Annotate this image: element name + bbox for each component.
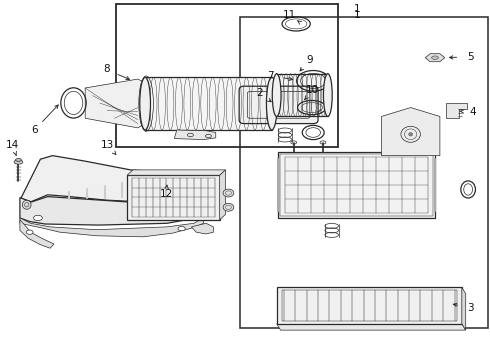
Polygon shape: [20, 220, 54, 248]
Text: 1: 1: [354, 10, 360, 20]
Polygon shape: [127, 175, 220, 220]
Polygon shape: [220, 170, 225, 220]
Polygon shape: [21, 156, 201, 202]
Polygon shape: [277, 74, 328, 117]
Ellipse shape: [140, 77, 150, 130]
Ellipse shape: [323, 74, 332, 117]
Ellipse shape: [23, 200, 31, 209]
Polygon shape: [425, 54, 445, 62]
Text: 7: 7: [268, 71, 274, 81]
Polygon shape: [277, 324, 466, 330]
Text: 6: 6: [31, 125, 38, 135]
Text: 10: 10: [306, 85, 319, 95]
Ellipse shape: [178, 226, 185, 231]
Text: 11: 11: [283, 10, 296, 20]
Text: 5: 5: [467, 51, 473, 62]
Ellipse shape: [223, 203, 234, 211]
Ellipse shape: [272, 74, 281, 117]
Text: 4: 4: [470, 107, 476, 117]
Polygon shape: [174, 130, 216, 140]
Polygon shape: [277, 287, 462, 324]
Polygon shape: [85, 79, 145, 128]
Text: 14: 14: [5, 140, 19, 150]
Polygon shape: [145, 77, 272, 130]
Ellipse shape: [223, 189, 234, 197]
Ellipse shape: [409, 132, 413, 136]
Polygon shape: [20, 218, 203, 237]
Text: 2: 2: [256, 88, 263, 98]
Polygon shape: [192, 223, 213, 234]
Ellipse shape: [16, 158, 22, 161]
Polygon shape: [127, 170, 225, 175]
Text: 12: 12: [159, 189, 172, 199]
Text: 8: 8: [103, 64, 109, 75]
Ellipse shape: [267, 77, 277, 130]
Ellipse shape: [432, 56, 439, 59]
Text: 3: 3: [467, 303, 474, 313]
Polygon shape: [278, 152, 435, 218]
Text: 9: 9: [306, 55, 313, 65]
Ellipse shape: [26, 230, 33, 234]
Text: 1: 1: [354, 4, 360, 14]
Ellipse shape: [33, 215, 42, 221]
Ellipse shape: [14, 160, 23, 164]
Polygon shape: [381, 108, 440, 156]
Text: 13: 13: [101, 140, 114, 150]
Polygon shape: [20, 197, 203, 225]
FancyBboxPatch shape: [239, 86, 318, 123]
Polygon shape: [462, 287, 466, 330]
Polygon shape: [446, 103, 466, 118]
